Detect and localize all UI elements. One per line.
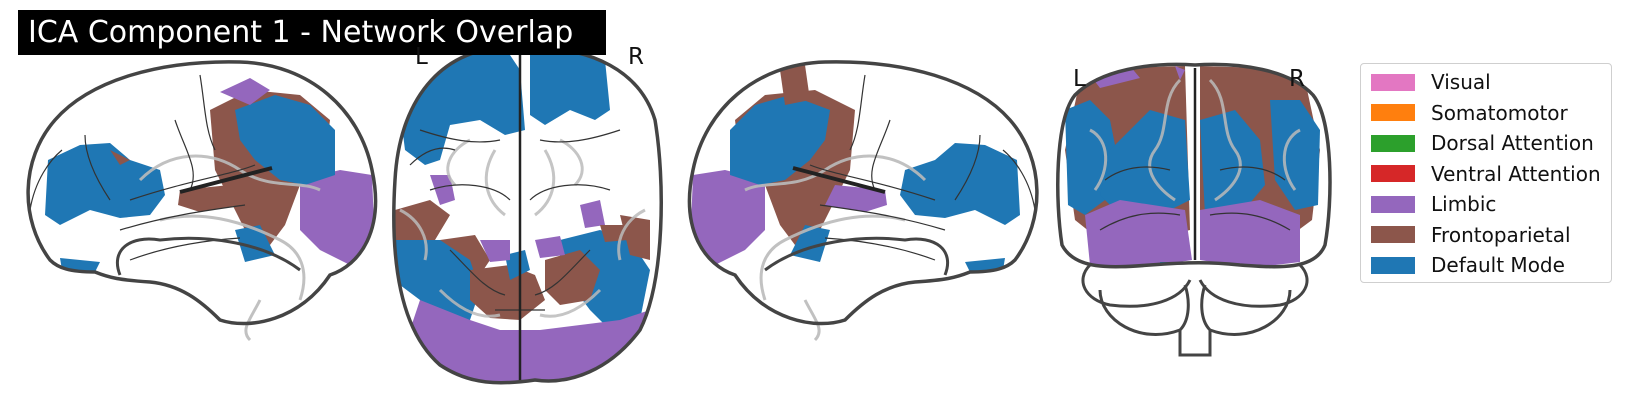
legend-swatch bbox=[1371, 226, 1415, 243]
legend-item-default-mode: Default Mode bbox=[1371, 252, 1565, 278]
legend-item-somatomotor: Somatomotor bbox=[1371, 100, 1568, 126]
legend-item-dorsal-attention: Dorsal Attention bbox=[1371, 130, 1594, 156]
axial-left-label: L bbox=[415, 44, 428, 70]
legend-item-visual: Visual bbox=[1371, 69, 1491, 95]
legend-item-frontoparietal: Frontoparietal bbox=[1371, 222, 1571, 248]
sagittal-left-overlay bbox=[45, 78, 375, 272]
network-legend: Visual Somatomotor Dorsal Attention Vent… bbox=[1360, 63, 1612, 283]
legend-label: Limbic bbox=[1431, 192, 1497, 216]
legend-label: Somatomotor bbox=[1431, 100, 1568, 125]
axial-view bbox=[392, 46, 663, 385]
axial-overlay bbox=[395, 50, 650, 383]
legend-item-limbic: Limbic bbox=[1371, 191, 1496, 217]
coronal-overlay bbox=[1065, 66, 1320, 267]
legend-swatch bbox=[1371, 134, 1415, 152]
legend-label: Visual bbox=[1431, 70, 1491, 94]
legend-label: Ventral Attention bbox=[1431, 161, 1601, 186]
legend-label: Dorsal Attention bbox=[1431, 131, 1594, 155]
sagittal-right-view bbox=[687, 60, 1039, 342]
legend-swatch bbox=[1371, 256, 1415, 274]
legend-label: Frontoparietal bbox=[1431, 222, 1571, 247]
sagittal-left-view bbox=[26, 60, 378, 342]
legend-swatch bbox=[1371, 73, 1415, 91]
coronal-right-label: R bbox=[1289, 66, 1305, 92]
coronal-view bbox=[1056, 62, 1332, 357]
legend-swatch bbox=[1371, 104, 1415, 121]
figure-title: ICA Component 1 - Network Overlap bbox=[18, 10, 606, 55]
coronal-left-label: L bbox=[1073, 66, 1086, 92]
legend-label: Default Mode bbox=[1431, 253, 1565, 277]
axial-right-label: R bbox=[628, 44, 644, 70]
legend-swatch bbox=[1371, 165, 1415, 182]
legend-swatch bbox=[1371, 195, 1415, 213]
legend-item-ventral-attention: Ventral Attention bbox=[1371, 161, 1601, 187]
